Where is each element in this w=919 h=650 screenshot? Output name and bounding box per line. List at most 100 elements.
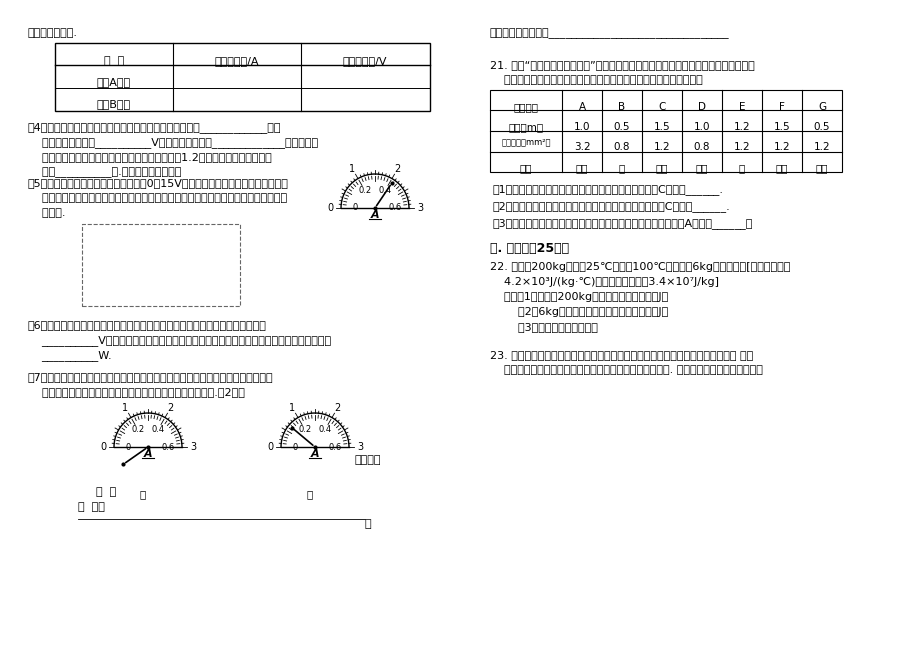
Text: 0: 0 xyxy=(100,442,106,452)
Text: 方框内.: 方框内. xyxy=(28,208,65,218)
Text: 锄铜: 锄铜 xyxy=(695,163,708,173)
Text: 部位是一个带动刀头的电动机，用来将原料进行精碎打浆. 外部是一个金属圆环形状的电: 部位是一个带动刀头的电动机，用来将原料进行精碎打浆. 外部是一个金属圆环形状的电 xyxy=(490,365,762,375)
Text: 1.2: 1.2 xyxy=(812,142,830,152)
Text: 0.8: 0.8 xyxy=(613,142,630,152)
Text: 0: 0 xyxy=(352,203,357,213)
Text: 甲  现: 甲 现 xyxy=(96,487,116,497)
Text: 额定功率；若小灯泡两端实际电压为额定电压的1.2倍，则实际功率为额定功: 额定功率；若小灯泡两端实际电压为额定电压的1.2倍，则实际功率为额定功 xyxy=(28,152,271,162)
Text: （5）实际测量过程中小刚才发现电压表0～15V量程已损坏（另一量程完好），但他: （5）实际测量过程中小刚才发现电压表0～15V量程已损坏（另一量程完好），但他 xyxy=(28,178,289,188)
Text: 铜: 铜 xyxy=(618,163,624,173)
Text: （4）排除故障后，在测量小灯泡的额定功率时，应先调节____________，使: （4）排除故障后，在测量小灯泡的额定功率时，应先调节____________，使 xyxy=(28,122,281,133)
Text: A: A xyxy=(143,449,153,459)
Text: （2）为研究电阻与导体的长度有关，应在上表中选用导线C和导线______.: （2）为研究电阻与导体的长度有关，应在上表中选用导线C和导线______. xyxy=(493,201,730,212)
Text: 的电流，发现决定电阻大小的因素。下列是几种实验用导线的参数。: 的电流，发现决定电阻大小的因素。下列是几种实验用导线的参数。 xyxy=(490,75,702,85)
Text: 0.4: 0.4 xyxy=(152,425,165,434)
Text: __________W.: __________W. xyxy=(28,350,111,361)
Text: （6）小刚按重新设计的电路图继续实验，调节滑动变阻器滑片，使电压表示数为: （6）小刚按重新设计的电路图继续实验，调节滑动变阻器滑片，使电压表示数为 xyxy=(28,320,267,330)
Text: 1.5: 1.5 xyxy=(653,122,670,132)
Text: 1: 1 xyxy=(349,164,355,174)
Text: 23. 的音养，买了一台全自动豆浆机，如图甲所示，图乙所示是豆浆机的主要结构 中间: 23. 的音养，买了一台全自动豆浆机，如图甲所示，图乙所示是豆浆机的主要结构 中… xyxy=(490,350,753,360)
Text: （3）为研究电阻与导体的横截面积的关系，应在上表中选用导线A和导线______。: （3）为研究电阻与导体的横截面积的关系，应在上表中选用导线A和导线______。 xyxy=(493,218,753,229)
Text: 求：（1）锅炉内200kg的水吸收的热量是多少J？: 求：（1）锅炉内200kg的水吸收的热量是多少J？ xyxy=(490,292,667,302)
Text: 1.2: 1.2 xyxy=(732,122,750,132)
Text: 0: 0 xyxy=(267,442,273,452)
Text: 0.2: 0.2 xyxy=(131,425,144,434)
Text: 1.0: 1.0 xyxy=(573,122,590,132)
Bar xyxy=(82,224,240,306)
Text: 乙: 乙 xyxy=(307,489,312,499)
Text: 1.0: 1.0 xyxy=(693,122,709,132)
Text: A: A xyxy=(311,449,319,459)
Text: G: G xyxy=(817,102,825,112)
Text: 应示数填入下表.: 应示数填入下表. xyxy=(28,28,78,38)
Text: 析在使用电流表时分别存在什么问题，并写在下面的横线上.（2分）: 析在使用电流表时分别存在什么问题，并写在下面的横线上.（2分） xyxy=(28,387,244,397)
Text: 21. 在做“决定电阻大小的因素”实验时，需要在电压相同的条件下，比较通过不同导线: 21. 在做“决定电阻大小的因素”实验时，需要在电压相同的条件下，比较通过不同导… xyxy=(490,60,754,70)
Text: 电流表示数/A: 电流表示数/A xyxy=(214,56,259,66)
Text: 长度（m）: 长度（m） xyxy=(508,122,543,132)
Text: C: C xyxy=(658,102,665,112)
Text: （2）6kg无烟煤完全燃烧放出的热量是多少J？: （2）6kg无烟煤完全燃烧放出的热量是多少J？ xyxy=(490,307,667,317)
Text: 1.2: 1.2 xyxy=(653,142,670,152)
Text: 0: 0 xyxy=(292,443,298,452)
Text: 2: 2 xyxy=(394,164,400,174)
Text: 甲: 甲 xyxy=(140,489,146,499)
Text: 3: 3 xyxy=(189,442,196,452)
Bar xyxy=(55,43,429,111)
Text: __________V时，小灯泡正常发光，此时电流表示数如上右图所示，则小灯泡的额定功率是: __________V时，小灯泡正常发光，此时电流表示数如上右图所示，则小灯泡的… xyxy=(28,335,331,346)
Text: （3）此锅炉的效率是多少: （3）此锅炉的效率是多少 xyxy=(490,322,597,332)
Text: 锄铜: 锄铜 xyxy=(575,163,587,173)
Text: 0.6: 0.6 xyxy=(161,443,175,452)
Text: 率的__________倍.（假设电阻値不变）: 率的__________倍.（假设电阻値不变） xyxy=(28,167,181,177)
Text: 象存在的: 象存在的 xyxy=(355,455,381,465)
Text: 如果B成立: 如果B成立 xyxy=(96,99,130,109)
Text: 0.8: 0.8 xyxy=(693,142,709,152)
Text: 1: 1 xyxy=(289,403,295,413)
Text: 0: 0 xyxy=(326,203,333,213)
Text: 镖鐵: 镖鐵 xyxy=(655,163,667,173)
Text: 问  题：: 问 题： xyxy=(78,502,105,512)
Text: E: E xyxy=(738,102,744,112)
Text: 3: 3 xyxy=(357,442,363,452)
Text: 材料: 材料 xyxy=(519,163,532,173)
Text: 1.5: 1.5 xyxy=(773,122,789,132)
Text: 0.2: 0.2 xyxy=(298,425,312,434)
Text: 想利用现有器材测出小灯泡的额定功率，请你帮小刚重新设计新的电路图并画在下面: 想利用现有器材测出小灯泡的额定功率，请你帮小刚重新设计新的电路图并画在下面 xyxy=(28,193,287,203)
Text: F: F xyxy=(778,102,784,112)
Text: 0.4: 0.4 xyxy=(318,425,331,434)
Text: 如果A成立: 如果A成立 xyxy=(96,77,130,87)
Text: 0.6: 0.6 xyxy=(328,443,341,452)
Text: 横截面积（mm²）: 横截面积（mm²） xyxy=(501,137,550,146)
Text: 2: 2 xyxy=(334,403,340,413)
Text: 3: 3 xyxy=(416,203,423,213)
Text: 22. 用锅炉200kg的水从25℃加热到100℃，燃烧了6kg的无烟煤。[水的比热容是: 22. 用锅炉200kg的水从25℃加热到100℃，燃烧了6kg的无烟煤。[水的… xyxy=(490,262,789,272)
Text: 小灯泡两端电压为__________V，再测出电路中的_____________，即可计算: 小灯泡两端电压为__________V，再测出电路中的_____________… xyxy=(28,137,318,148)
Text: 0.6: 0.6 xyxy=(388,203,402,213)
Text: A: A xyxy=(370,210,379,220)
Bar xyxy=(490,90,841,172)
Text: 4.2×10³J/(kg·℃)，无烟煤的热値是3.4×10⁷J/kg]: 4.2×10³J/(kg·℃)，无烟煤的热値是3.4×10⁷J/kg] xyxy=(490,277,719,287)
Text: 0: 0 xyxy=(125,443,130,452)
Text: 0.2: 0.2 xyxy=(358,186,371,195)
Text: 乙现象存在的问题：________________________________: 乙现象存在的问题：_______________________________… xyxy=(490,28,729,39)
Text: 五. 计算题（25分）: 五. 计算题（25分） xyxy=(490,242,569,255)
Text: 猜  想: 猜 想 xyxy=(104,56,124,66)
Text: A: A xyxy=(578,102,584,112)
Text: 2: 2 xyxy=(167,403,174,413)
Text: （7）实验时，若发现电流表指针摇动分别出现了如下图甲、乙所示的两种情况，请: （7）实验时，若发现电流表指针摇动分别出现了如下图甲、乙所示的两种情况，请 xyxy=(28,372,273,382)
Text: ；: ； xyxy=(365,519,371,529)
Text: B: B xyxy=(618,102,625,112)
Text: 0.4: 0.4 xyxy=(378,186,391,195)
Text: D: D xyxy=(698,102,705,112)
Text: 锄铜: 锄铜 xyxy=(775,163,788,173)
Text: 3.2: 3.2 xyxy=(573,142,590,152)
Text: 0.5: 0.5 xyxy=(813,122,829,132)
Text: 1.2: 1.2 xyxy=(773,142,789,152)
Text: （1）为研究电阻与导体材料有关，应在上表中选用导线C和导线______.: （1）为研究电阻与导体材料有关，应在上表中选用导线C和导线______. xyxy=(493,184,723,195)
Text: 0.5: 0.5 xyxy=(613,122,630,132)
Text: 镖鐵: 镖鐵 xyxy=(815,163,827,173)
Text: 1: 1 xyxy=(122,403,129,413)
Text: 铜: 铜 xyxy=(738,163,744,173)
Text: 导体代号: 导体代号 xyxy=(513,102,538,112)
Text: 1.2: 1.2 xyxy=(732,142,750,152)
Text: 电压表示数/V: 电压表示数/V xyxy=(343,56,387,66)
